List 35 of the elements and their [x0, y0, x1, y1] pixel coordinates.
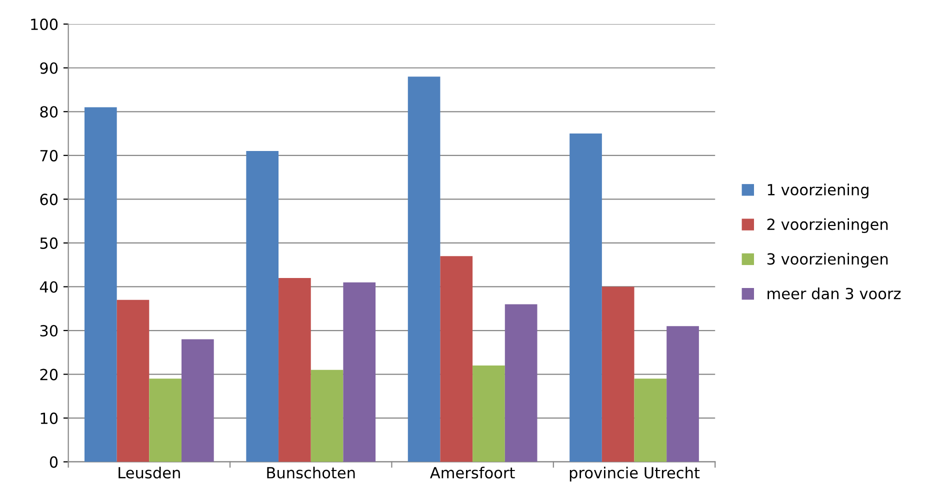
bar	[343, 282, 376, 462]
bar	[408, 76, 440, 462]
x-tick-label: Bunschoten	[267, 466, 355, 479]
bar	[666, 326, 699, 462]
y-tick-label: 30	[40, 324, 58, 337]
y-tick-label: 50	[40, 237, 58, 249]
legend-label: meer dan 3 voorz	[768, 288, 901, 300]
bar	[504, 304, 538, 462]
y-tick-label: 90	[40, 62, 58, 74]
legend-label: 3 voorzieningen	[767, 252, 888, 268]
bar	[149, 378, 182, 462]
bar	[472, 366, 505, 462]
bar	[634, 378, 667, 462]
bar	[278, 278, 311, 462]
y-tick-label: 10	[40, 412, 58, 424]
legend-label: 1 voorziening	[768, 184, 868, 198]
y-tick-label: 60	[40, 194, 58, 206]
bar	[182, 339, 214, 462]
y-tick-label: 0	[50, 456, 58, 468]
bar	[570, 134, 602, 462]
bar	[310, 370, 344, 462]
bar	[246, 151, 279, 462]
x-tick-label: Leusden	[118, 466, 180, 479]
bar	[440, 256, 473, 462]
y-tick-label: 80	[40, 106, 58, 118]
y-tick-label: 100	[31, 18, 58, 30]
bar	[84, 107, 117, 462]
y-tick-label: 70	[40, 150, 58, 162]
bar	[116, 300, 150, 462]
legend-label: 2 voorzieningen	[767, 218, 888, 234]
y-tick-label: 40	[40, 281, 58, 293]
y-tick-label: 20	[40, 368, 58, 380]
bar	[602, 286, 634, 462]
x-tick-label: Amersfoort	[430, 466, 515, 479]
x-tick-label: provincie Utrecht	[570, 466, 700, 482]
